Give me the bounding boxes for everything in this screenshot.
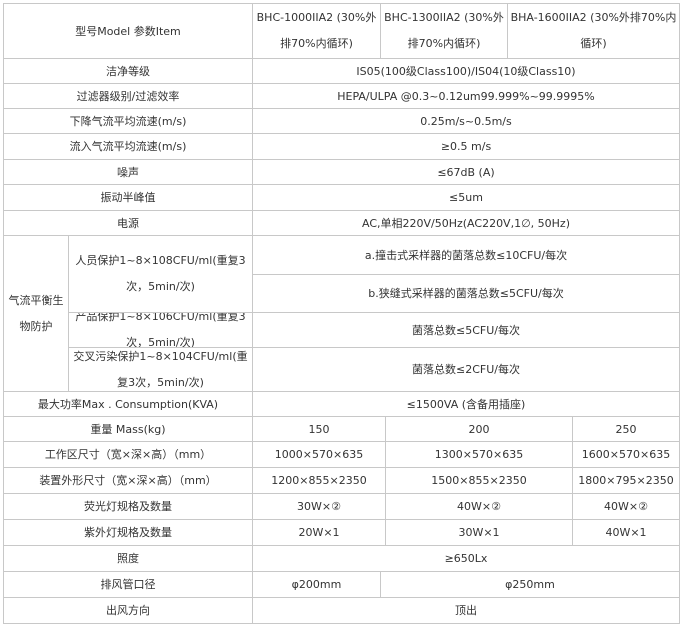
- value-product: 菌落总数≤5CFU/每次: [252, 312, 680, 348]
- label-power: 电源: [3, 210, 253, 236]
- value-fluor-3: 40W×②: [572, 493, 680, 520]
- value-personnel-a: a.撞击式采样器的菌落总数≤10CFU/每次: [252, 235, 680, 275]
- value-mass-2: 200: [385, 416, 573, 442]
- label-outer: 装置外形尺寸（宽×深×高）（mm）: [3, 467, 253, 494]
- label-vib: 振动半峰值: [3, 184, 253, 211]
- label-outlet: 出风方向: [3, 597, 253, 624]
- value-mass-1: 150: [252, 416, 386, 442]
- value-maxpower: ≤1500VA (含备用插座): [252, 391, 680, 417]
- label-mass: 重量 Mass(kg): [3, 416, 253, 442]
- value-outlet: 顶出: [252, 597, 680, 624]
- label-cross: 交叉污染保护1~8×104CFU/ml(重复3次，5min/次): [68, 347, 253, 392]
- value-work-2: 1300×570×635: [385, 441, 573, 468]
- label-clean: 洁净等级: [3, 58, 253, 84]
- value-down: 0.25m/s~0.5m/s: [252, 108, 680, 134]
- value-mass-3: 250: [572, 416, 680, 442]
- label-personnel: 人员保护1~8×108CFU/ml(重复3次，5min/次): [68, 235, 253, 313]
- label-noise: 噪声: [3, 159, 253, 185]
- value-noise: ≤67dB (A): [252, 159, 680, 185]
- value-clean: IS05(100级Class100)/IS04(10级Class10): [252, 58, 680, 84]
- label-exhaust: 排风管口径: [3, 571, 253, 598]
- label-maxpower: 最大功率Max . Consumption(KVA): [3, 391, 253, 417]
- label-down: 下降气流平均流速(m/s): [3, 108, 253, 134]
- value-power: AC,单相220V/50Hz(AC220V,1∅, 50Hz): [252, 210, 680, 236]
- value-work-1: 1000×570×635: [252, 441, 386, 468]
- label-filter: 过滤器级别/过滤效率: [3, 83, 253, 109]
- label-bio: 气流平衡生物防护: [3, 235, 69, 392]
- value-lux: ≥650Lx: [252, 545, 680, 572]
- value-exhaust-2: φ250mm: [380, 571, 680, 598]
- label-fluor: 荧光灯规格及数量: [3, 493, 253, 520]
- value-fluor-1: 30W×②: [252, 493, 386, 520]
- value-vib: ≤5um: [252, 184, 680, 211]
- header-model-3: BHA-1600IIA2 (30%外排70%内循环): [507, 3, 680, 59]
- label-inflow: 流入气流平均流速(m/s): [3, 133, 253, 160]
- value-fluor-2: 40W×②: [385, 493, 573, 520]
- value-outer-1: 1200×855×2350: [252, 467, 386, 494]
- value-inflow: ≥0.5 m/s: [252, 133, 680, 160]
- value-exhaust-1: φ200mm: [252, 571, 381, 598]
- value-cross: 菌落总数≤2CFU/每次: [252, 347, 680, 392]
- label-uv: 紫外灯规格及数量: [3, 519, 253, 546]
- value-personnel-b: b.狭缝式采样器的菌落总数≤5CFU/每次: [252, 274, 680, 313]
- label-lux: 照度: [3, 545, 253, 572]
- value-work-3: 1600×570×635: [572, 441, 680, 468]
- value-uv-3: 40W×1: [572, 519, 680, 546]
- header-param: 型号Model 参数Item: [3, 3, 253, 59]
- value-uv-1: 20W×1: [252, 519, 386, 546]
- label-work: 工作区尺寸（宽×深×高）（mm）: [3, 441, 253, 468]
- value-outer-3: 1800×795×2350: [572, 467, 680, 494]
- label-product: 产品保护1~8×106CFU/ml(重复3次，5min/次): [68, 312, 253, 348]
- header-model-2: BHC-1300IIA2 (30%外排70%内循环): [380, 3, 508, 59]
- header-model-1: BHC-1000IIA2 (30%外排70%内循环): [252, 3, 381, 59]
- value-outer-2: 1500×855×2350: [385, 467, 573, 494]
- value-uv-2: 30W×1: [385, 519, 573, 546]
- value-filter: HEPA/ULPA @0.3~0.12um99.999%~99.9995%: [252, 83, 680, 109]
